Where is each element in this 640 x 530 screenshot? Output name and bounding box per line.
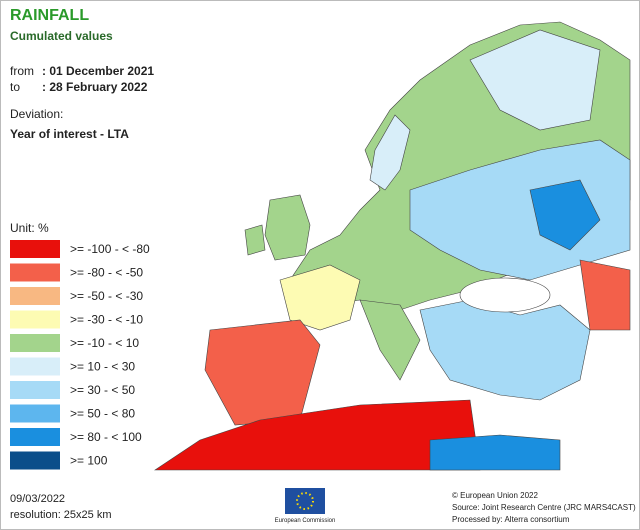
subtitle: Cumulated values (10, 29, 113, 43)
date: 09/03/2022 (10, 493, 65, 505)
eu-flag (285, 488, 325, 514)
unit: Unit: % (10, 221, 49, 235)
deviation-label: Deviation: (10, 107, 63, 121)
legend-swatch (10, 263, 60, 282)
wet-area (529, 179, 601, 251)
legend-label: >= 10 - < 30 (70, 360, 135, 374)
legend-label: >= 100 (70, 454, 108, 468)
source: Source: Joint Research Centre (JRC MARS4… (452, 503, 636, 512)
legend-swatch (10, 357, 60, 376)
title: RAINFALL (10, 7, 89, 24)
legend-label: >= 50 - < 80 (70, 407, 135, 421)
legend-label: >= -100 - < -80 (70, 242, 150, 256)
legend-label: >= 30 - < 50 (70, 383, 135, 397)
scandinavia (369, 114, 411, 191)
legend-swatch (10, 287, 60, 305)
legend-label: >= 80 - < 100 (70, 430, 142, 444)
from-label: from (10, 64, 34, 78)
ireland (244, 224, 266, 256)
logo: European Commission (275, 488, 336, 524)
processed: Processed by: Alterra consortium (452, 515, 570, 524)
caucasus (579, 259, 631, 331)
legend-swatch (10, 310, 60, 329)
deviation: Year of interest - LTA (10, 127, 129, 141)
to-label: to (10, 80, 20, 94)
from-date: : 01 December 2021 (42, 64, 154, 78)
legend-label: >= -50 - < -30 (70, 289, 143, 303)
libya-egypt (429, 434, 561, 471)
legend-label: >= -10 - < 10 (70, 336, 139, 350)
to-date: : 28 February 2022 (42, 80, 148, 94)
legend-swatch (10, 404, 60, 423)
italy (359, 299, 421, 381)
legend-swatch (10, 240, 60, 258)
map (154, 21, 631, 471)
logo-text: European Commission (275, 518, 336, 524)
north-region (469, 29, 601, 131)
legend-swatch (10, 428, 60, 446)
eu-stars (296, 492, 314, 510)
france (279, 264, 361, 331)
legend-swatch (10, 334, 60, 352)
resolution: resolution: 25x25 km (10, 509, 112, 521)
legend: >= -100 - < -80 >= -80 - < -50 >= -50 - < … (10, 240, 150, 470)
legend-label: >= -80 - < -50 (70, 266, 143, 280)
legend-swatch (10, 381, 60, 399)
britain (264, 194, 311, 261)
legend-swatch (10, 451, 60, 470)
black-sea (459, 277, 551, 313)
copyright: © European Union 2022 (452, 491, 539, 500)
legend-label: >= -30 - < -10 (70, 313, 143, 327)
